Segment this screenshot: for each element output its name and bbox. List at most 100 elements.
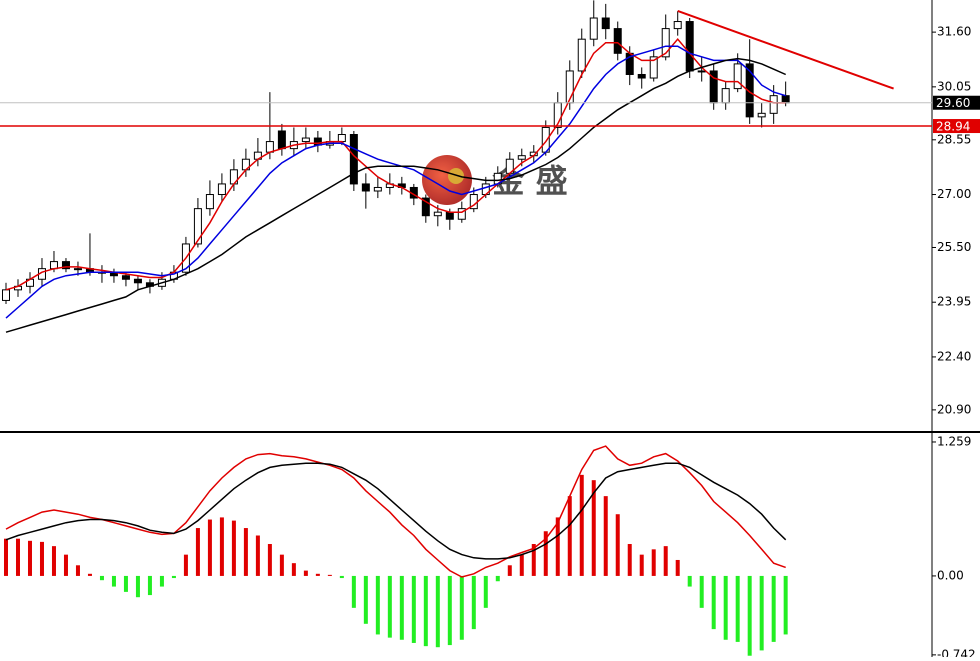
price-label: 28.94 [936, 120, 970, 134]
candle-body [421, 197, 430, 217]
histogram-bar [87, 573, 92, 576]
candle-body [457, 208, 466, 220]
candle-body [193, 208, 202, 245]
candle-body [277, 130, 286, 150]
y-tick-label: 27.00 [937, 187, 971, 201]
candle-body [697, 70, 706, 73]
candle-body [613, 28, 622, 54]
histogram-bar [591, 480, 596, 576]
histogram-bar [171, 575, 176, 579]
y-tick-label: 30.05 [937, 79, 971, 93]
histogram-bar [627, 544, 632, 576]
histogram-bar [711, 575, 716, 630]
histogram-bar [3, 538, 8, 576]
histogram-bar [15, 538, 20, 576]
candle-body [733, 63, 742, 90]
candle-body [133, 278, 142, 284]
candle-body [337, 134, 346, 143]
histogram-bar [579, 474, 584, 576]
trend-line [677, 10, 894, 90]
logo-circle [422, 155, 472, 205]
price-label: 29.60 [936, 96, 970, 110]
candle-body [445, 211, 454, 220]
candle-body [121, 275, 130, 280]
histogram-bar [219, 517, 224, 576]
histogram-bar [255, 535, 260, 576]
y-tick-label: 20.90 [937, 402, 971, 416]
candle-body [781, 95, 790, 104]
histogram-bar [327, 574, 332, 576]
histogram-bar [99, 575, 104, 581]
y-tick-label: 0.00 [937, 568, 964, 582]
histogram-bar [771, 575, 776, 642]
candle-body [685, 21, 694, 72]
histogram-bar [759, 575, 764, 651]
candle-body [745, 63, 754, 118]
candle-body [601, 17, 610, 30]
candle-body [517, 155, 526, 160]
histogram-bar [651, 549, 656, 576]
candle-body [769, 95, 778, 114]
histogram-bar [399, 575, 404, 640]
histogram-bar [51, 546, 56, 576]
candle-body [577, 38, 586, 72]
histogram-bar [723, 575, 728, 640]
logo-dot [448, 168, 464, 184]
y-tick-label: 23.95 [937, 295, 971, 309]
candle-body [673, 21, 682, 30]
histogram-bar [735, 575, 740, 642]
candle-body [349, 134, 358, 185]
histogram-bar [435, 575, 440, 648]
histogram-bar [207, 519, 212, 576]
histogram-bar [663, 546, 668, 576]
y-tick-label: 1.259 [937, 434, 971, 448]
candle-body [721, 88, 730, 104]
histogram-bar [639, 554, 644, 576]
histogram-bar [291, 563, 296, 576]
histogram-bar [123, 575, 128, 592]
histogram-bar [699, 575, 704, 608]
indicator-line [5, 445, 786, 578]
logo [422, 155, 472, 205]
histogram-bar [783, 575, 788, 635]
candle-body [361, 183, 370, 192]
histogram-bar [675, 559, 680, 576]
candle-body [301, 137, 310, 143]
histogram-bar [111, 575, 116, 587]
histogram-bar [603, 496, 608, 576]
candle-body [649, 56, 658, 79]
histogram-bar [531, 544, 536, 576]
histogram-bar [351, 575, 356, 608]
candle-body [1, 289, 10, 301]
histogram-bar [483, 575, 488, 608]
histogram-bar [387, 575, 392, 638]
histogram-bar [39, 541, 44, 576]
histogram-bar [615, 514, 620, 576]
histogram-bar [27, 540, 32, 576]
histogram-bar [471, 575, 476, 630]
histogram-bar [507, 565, 512, 576]
candle-body [637, 73, 646, 79]
histogram-bar [63, 554, 68, 576]
histogram-bar [195, 528, 200, 576]
histogram-bar [159, 575, 164, 587]
histogram-bar [339, 575, 344, 579]
candle-body [217, 183, 226, 196]
histogram-bar [555, 517, 560, 576]
candle-body [757, 112, 766, 118]
histogram-bar [519, 554, 524, 576]
histogram-bar [75, 565, 80, 576]
histogram-bar [495, 575, 500, 582]
candle-body [589, 17, 598, 40]
y-tick-label: -0.742 [937, 647, 976, 657]
histogram-bar [279, 554, 284, 576]
histogram-bar [687, 575, 692, 587]
histogram-bar [375, 575, 380, 635]
candle-body [373, 186, 382, 192]
histogram-bar [303, 570, 308, 576]
indicator-line [5, 57, 787, 333]
y-tick-label: 28.55 [937, 132, 971, 146]
candle-body [61, 261, 70, 270]
